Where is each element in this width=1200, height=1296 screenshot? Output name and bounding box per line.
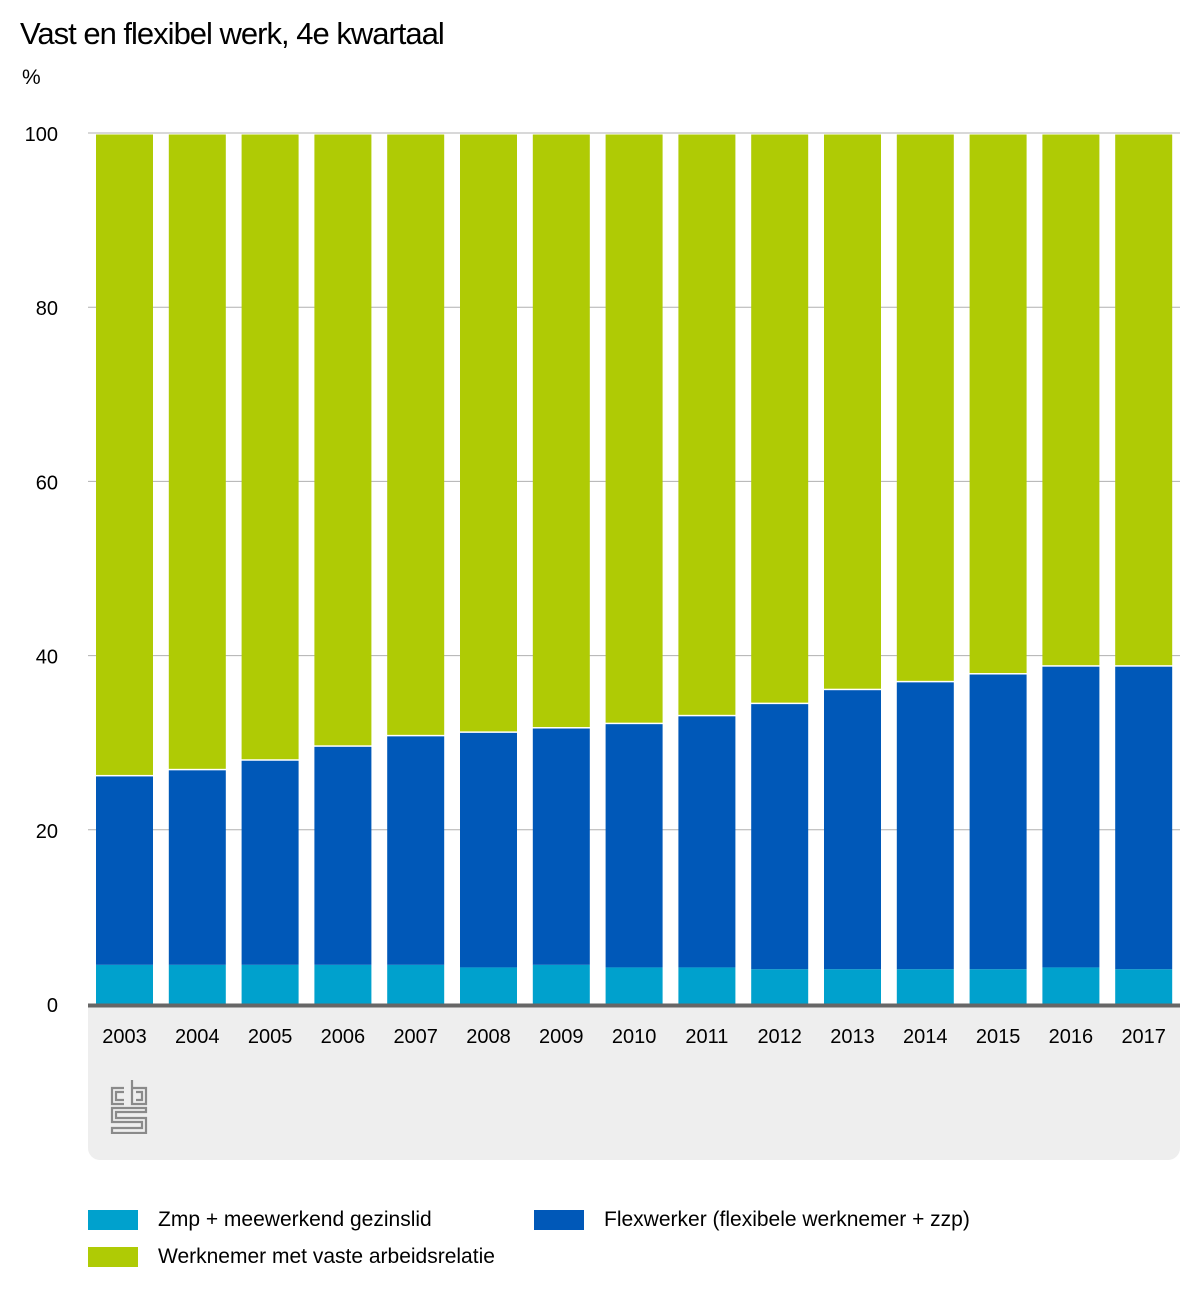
x-tick-label: 2014 — [903, 1026, 948, 1048]
bar-segment-0-2016 — [1042, 967, 1100, 1004]
bar-segment-1-2016 — [1042, 666, 1100, 968]
x-tick-labels: 2003 2004 2005 2006 2007 2008 2009 2010 2011 2012… — [102, 1026, 1166, 1048]
bar-segment-0-2007 — [387, 964, 445, 1004]
x-axis-panel — [88, 1004, 1180, 1160]
cbs-logo-icon — [110, 1078, 150, 1139]
x-tick-label: 2004 — [175, 1026, 220, 1048]
bar-segment-2-2012 — [751, 134, 809, 703]
bar-segment-2-2017 — [1115, 134, 1173, 666]
bars — [96, 134, 1173, 1004]
x-tick-label: 2011 — [685, 1026, 728, 1048]
bar-segment-2-2014 — [896, 134, 954, 681]
bar-segment-0-2015 — [969, 969, 1027, 1004]
bar-segment-0-2005 — [241, 964, 299, 1004]
bar-segment-0-2008 — [460, 967, 517, 1004]
legend-label: Flexwerker (flexibele werknemer + zzp) — [604, 1208, 970, 1231]
bar-segment-1-2012 — [751, 704, 809, 970]
bar-segment-0-2012 — [751, 969, 809, 1004]
bar-segment-2-2009 — [532, 134, 590, 728]
bar-segment-1-2014 — [896, 682, 954, 970]
bar-segment-0-2003 — [96, 964, 153, 1004]
x-tick-label: 2008 — [466, 1026, 511, 1048]
bar-segment-0-2009 — [532, 964, 590, 1004]
x-tick-label: 2005 — [248, 1026, 293, 1048]
bar-segment-1-2006 — [314, 746, 372, 965]
bar-segment-0-2013 — [824, 969, 881, 1004]
bar-segment-1-2013 — [824, 690, 881, 970]
legend-label: Werknemer met vaste arbeidsrelatie — [158, 1245, 495, 1268]
bar-segment-0-2006 — [314, 964, 372, 1004]
x-tick-label: 2007 — [393, 1026, 438, 1048]
bar-segment-2-2007 — [387, 134, 445, 735]
bar-segment-2-2016 — [1042, 134, 1100, 666]
bar-segment-1-2005 — [241, 760, 299, 965]
y-tick-label: 20 — [36, 821, 58, 843]
y-tick-label: 40 — [36, 647, 58, 669]
bar-segment-1-2015 — [969, 674, 1027, 970]
x-tick-label: 2009 — [539, 1026, 584, 1048]
bar-segment-1-2011 — [678, 716, 736, 968]
bar-segment-2-2010 — [605, 134, 663, 723]
bar-segment-2-2003 — [96, 134, 153, 775]
bar-segment-2-2005 — [241, 134, 299, 760]
x-tick-label: 2010 — [612, 1026, 657, 1048]
x-tick-label: 2017 — [1121, 1026, 1166, 1048]
bar-segment-1-2010 — [605, 724, 663, 968]
chart-title: Vast en flexibel werk, 4e kwartaal — [20, 16, 445, 51]
bar-segment-1-2003 — [96, 776, 153, 965]
bar-segment-0-2010 — [605, 967, 663, 1004]
y-tick-label: 0 — [47, 995, 58, 1017]
bar-segment-1-2009 — [532, 728, 590, 965]
bar-segment-0-2017 — [1115, 969, 1173, 1004]
bar-segment-0-2004 — [168, 964, 226, 1004]
legend-swatch — [88, 1247, 138, 1267]
x-tick-label: 2015 — [976, 1026, 1021, 1048]
bar-segment-1-2007 — [387, 736, 445, 965]
y-axis-unit: % — [22, 66, 41, 89]
x-tick-label: 2013 — [830, 1026, 875, 1048]
x-tick-label: 2016 — [1049, 1026, 1094, 1048]
legend-swatch — [88, 1210, 138, 1230]
legend-swatch — [534, 1210, 584, 1230]
y-tick-labels: 0 20 40 60 80 100 — [25, 124, 58, 1017]
bar-segment-2-2004 — [168, 134, 226, 769]
bar-segment-1-2004 — [168, 770, 226, 965]
bar-segment-2-2013 — [824, 134, 881, 689]
bar-segment-0-2011 — [678, 967, 736, 1004]
x-tick-label: 2006 — [321, 1026, 366, 1048]
y-tick-label: 100 — [25, 124, 58, 146]
bar-segment-1-2017 — [1115, 666, 1173, 970]
bar-segment-2-2011 — [678, 134, 736, 715]
bar-segment-0-2014 — [896, 969, 954, 1004]
x-tick-label: 2003 — [102, 1026, 147, 1048]
y-tick-label: 80 — [36, 298, 58, 320]
legend-label: Zmp + meewerkend gezinslid — [158, 1208, 432, 1231]
bar-segment-2-2006 — [314, 134, 372, 746]
bar-segment-2-2008 — [460, 134, 517, 732]
y-tick-label: 60 — [36, 472, 58, 494]
x-tick-label: 2012 — [757, 1026, 802, 1048]
bar-segment-1-2008 — [460, 732, 517, 968]
bar-segment-2-2015 — [969, 134, 1027, 674]
